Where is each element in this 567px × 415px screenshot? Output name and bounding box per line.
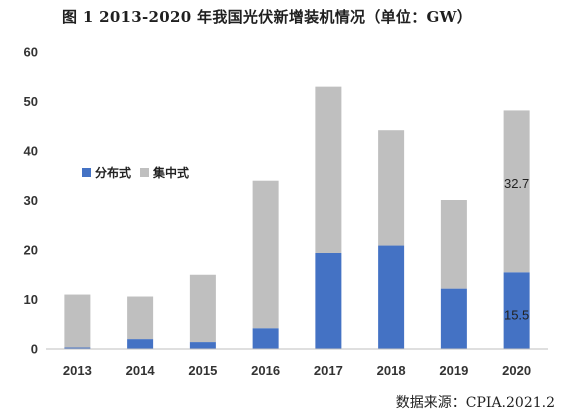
bar-segment-distributed: [127, 339, 154, 349]
legend-label: 集中式: [152, 165, 189, 180]
bar-segment-centralized: [64, 294, 91, 348]
x-tick-label: 2018: [377, 363, 406, 378]
y-tick-label: 20: [24, 243, 38, 258]
x-tick-label: 2019: [439, 363, 468, 378]
bar-segment-distributed: [378, 245, 405, 349]
bar-segment-distributed: [252, 328, 279, 349]
bar-segment-centralized: [252, 180, 279, 329]
bar-segment-centralized: [440, 200, 467, 289]
y-tick-label: 0: [31, 342, 38, 357]
data-labels: 32.7 15.5: [504, 176, 529, 322]
x-axis: 2013 2014 2015 2016 2017 2018 2019 2020: [63, 363, 531, 378]
x-tick-label: 2017: [314, 363, 343, 378]
legend-swatch: [140, 168, 149, 177]
source-note: 数据来源：CPIA.2021.2: [395, 395, 555, 411]
y-tick-label: 40: [24, 144, 38, 159]
bar-segment-distributed: [64, 347, 91, 349]
x-tick-label: 2015: [188, 363, 217, 378]
legend-label: 分布式: [95, 165, 131, 180]
bar-segment-centralized: [189, 274, 216, 343]
x-tick-label: 2020: [502, 363, 531, 378]
data-label: 32.7: [504, 176, 529, 191]
bar-segment-centralized: [503, 110, 530, 273]
legend-swatch: [82, 168, 91, 177]
bar-segment-distributed: [315, 252, 342, 349]
bar-segment-centralized: [315, 86, 342, 253]
data-label: 15.5: [504, 307, 529, 322]
y-tick-label: 50: [24, 94, 38, 109]
bar-segment-centralized: [378, 130, 405, 246]
y-axis: 0 10 20 30 40 50 60: [24, 45, 38, 357]
x-tick-label: 2013: [63, 363, 92, 378]
chart-title: 图 1 2013-2020 年我国光伏新增装机情况（单位：GW）: [62, 8, 473, 26]
x-tick-label: 2014: [126, 363, 156, 378]
y-tick-label: 10: [24, 292, 38, 307]
bar-group: [64, 86, 530, 349]
y-tick-label: 30: [24, 193, 38, 208]
bar-segment-distributed: [189, 342, 216, 349]
bar-segment-distributed: [440, 288, 467, 349]
y-tick-label: 60: [24, 45, 38, 60]
bar-segment-distributed: [503, 272, 530, 349]
bar-segment-centralized: [127, 296, 154, 340]
legend: 分布式 集中式: [82, 165, 189, 180]
x-tick-label: 2016: [251, 363, 280, 378]
